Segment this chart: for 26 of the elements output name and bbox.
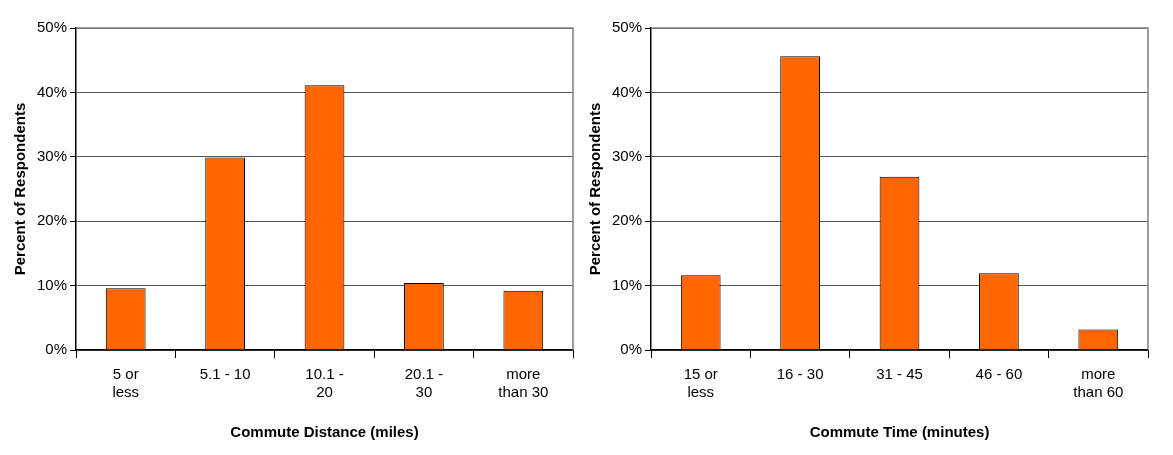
y-tick-label: 0% [45, 340, 68, 358]
x-tick-label: 15 or less [683, 365, 718, 401]
y-tick-label: 10% [36, 275, 68, 293]
y-axis-title: Percent of Respondents [11, 102, 29, 276]
y-tick-label: 40% [36, 82, 68, 100]
y-tick-label: 10% [611, 275, 643, 293]
x-tick-label: 5 or less [112, 365, 140, 401]
y-tick-label: 30% [36, 146, 68, 164]
y-tick-label: 30% [611, 146, 643, 164]
x-tick-label: 5.1 - 10 [199, 365, 251, 383]
x-tick-label: more than 60 [1073, 365, 1124, 401]
y-tick-label: 20% [611, 211, 643, 229]
y-axis-title: Percent of Respondents [586, 102, 604, 276]
y-tick-label: 20% [36, 211, 68, 229]
y-tick-label: 50% [611, 18, 643, 36]
x-tick-label: 31 - 45 [876, 365, 923, 383]
x-tick-label: 16 - 30 [776, 365, 824, 383]
x-axis-title: Commute Time (minutes) [809, 423, 990, 441]
y-tick-label: 50% [36, 18, 68, 36]
x-axis-title: Commute Distance (miles) [230, 423, 419, 441]
x-tick-label: 46 - 60 [975, 365, 1023, 383]
x-tick-label: 20.1 - 30 [404, 365, 444, 401]
y-tick-label: 0% [620, 340, 643, 358]
y-tick-label: 40% [611, 82, 643, 100]
x-tick-label: more than 30 [498, 365, 549, 401]
x-tick-label: 10.1 - 20 [305, 365, 344, 401]
